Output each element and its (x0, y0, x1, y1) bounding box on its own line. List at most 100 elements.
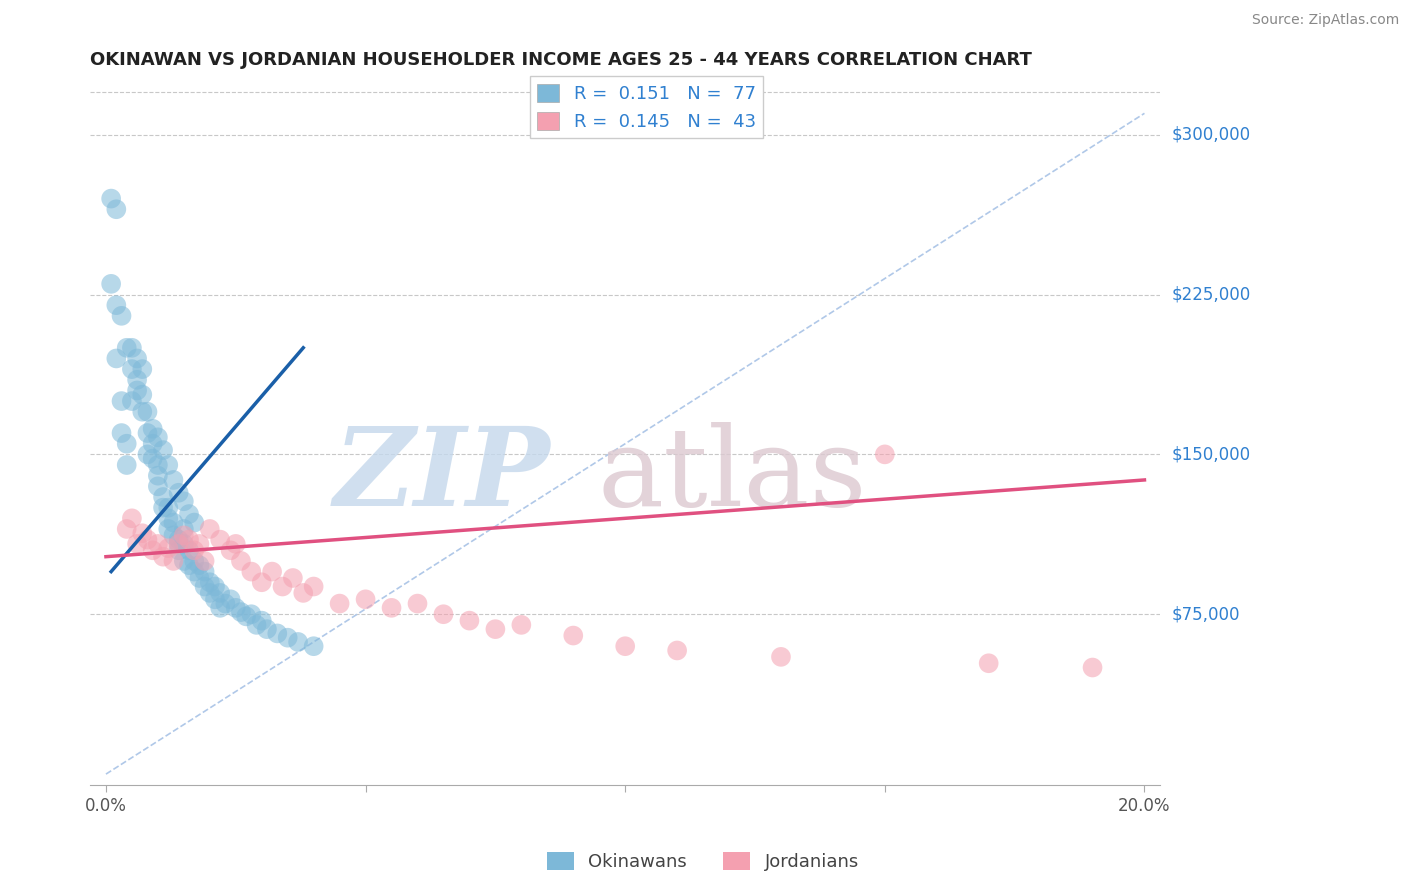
Point (240, 607, 263, 622)
Point (235, 609, 257, 624)
Point (329, 597, 352, 611)
Point (100, 192, 122, 206)
Point (219, 543, 242, 558)
Point (198, 586, 221, 600)
Point (194, 554, 217, 568)
Point (769, 649, 792, 664)
Point (225, 600, 247, 615)
Point (194, 565, 217, 579)
Point (105, 202, 128, 217)
Point (157, 541, 180, 556)
Point (666, 643, 689, 657)
Point (136, 425, 159, 440)
Text: $150,000: $150,000 (1171, 445, 1250, 463)
Point (127, 537, 149, 551)
Point (121, 362, 143, 376)
Point (167, 537, 190, 551)
Point (183, 554, 205, 568)
Point (614, 639, 637, 653)
Point (256, 622, 278, 636)
Point (152, 549, 174, 564)
Point (142, 436, 165, 450)
Point (121, 394, 143, 409)
Point (146, 430, 169, 444)
Point (136, 533, 159, 547)
Point (266, 626, 288, 640)
Point (121, 511, 143, 525)
Legend: R =  0.151   N =  77, R =  0.145   N =  43: R = 0.151 N = 77, R = 0.145 N = 43 (530, 77, 763, 138)
Point (146, 479, 169, 493)
Point (562, 628, 585, 642)
Legend: Okinawans, Jordanians: Okinawans, Jordanians (540, 845, 866, 879)
Point (302, 580, 325, 594)
Point (1081, 660, 1104, 674)
Point (281, 571, 304, 585)
Point (167, 533, 190, 547)
Point (262, 565, 284, 579)
Point (873, 447, 896, 461)
Point (105, 298, 128, 312)
Point (277, 631, 299, 645)
Point (173, 537, 195, 551)
Point (162, 473, 184, 487)
Point (142, 422, 165, 436)
Point (115, 341, 138, 355)
Point (173, 522, 195, 536)
Point (146, 468, 169, 483)
Point (302, 639, 325, 653)
Point (204, 580, 226, 594)
Point (167, 543, 190, 558)
Point (183, 543, 205, 558)
Point (198, 522, 221, 536)
Point (152, 443, 174, 458)
Point (157, 511, 180, 525)
Text: atlas: atlas (598, 422, 868, 529)
Point (162, 516, 184, 530)
Point (152, 490, 174, 504)
Text: $225,000: $225,000 (1171, 285, 1250, 303)
Point (173, 528, 195, 542)
Point (127, 373, 149, 387)
Point (177, 543, 200, 558)
Point (204, 592, 226, 607)
Point (177, 558, 200, 573)
Point (250, 575, 273, 590)
Point (177, 507, 200, 521)
Point (209, 586, 232, 600)
Point (157, 500, 180, 515)
Point (188, 571, 211, 585)
Point (484, 622, 506, 636)
Point (162, 554, 184, 568)
Point (110, 309, 132, 323)
Point (432, 607, 454, 622)
Point (214, 597, 236, 611)
Point (136, 405, 159, 419)
Point (136, 447, 159, 461)
Point (458, 614, 481, 628)
Point (127, 351, 149, 366)
Text: Source: ZipAtlas.com: Source: ZipAtlas.com (1251, 13, 1399, 28)
Point (510, 618, 533, 632)
Point (142, 543, 165, 558)
Point (406, 597, 429, 611)
Point (131, 405, 153, 419)
Point (229, 605, 252, 619)
Point (167, 485, 190, 500)
Point (229, 554, 252, 568)
Point (115, 436, 138, 450)
Point (245, 618, 267, 632)
Text: $300,000: $300,000 (1171, 126, 1250, 144)
Point (188, 537, 211, 551)
Point (142, 451, 165, 466)
Point (157, 522, 180, 536)
Point (250, 614, 273, 628)
Point (240, 565, 263, 579)
Point (105, 351, 128, 366)
Point (162, 528, 184, 542)
Point (100, 277, 122, 291)
Point (110, 394, 132, 409)
Point (146, 537, 169, 551)
Point (271, 580, 294, 594)
Point (188, 558, 211, 573)
Point (131, 362, 153, 376)
